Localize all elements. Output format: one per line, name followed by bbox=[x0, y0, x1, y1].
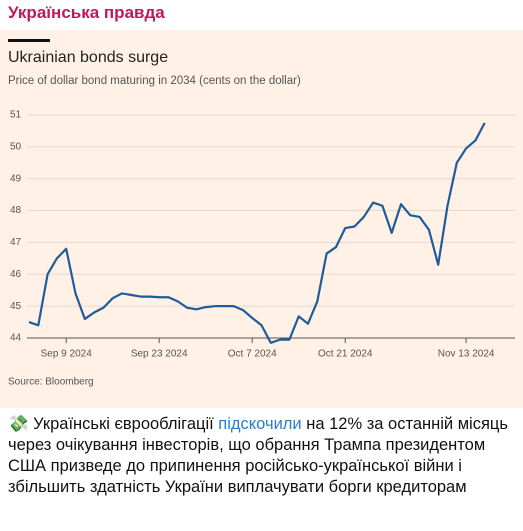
chart-subtitle: Price of dollar bond maturing in 2034 (c… bbox=[8, 75, 301, 87]
source: Source: Bloomberg bbox=[8, 377, 94, 388]
link[interactable]: підскочили bbox=[218, 415, 302, 433]
message-text: 💸 Українські єврооблігації bbox=[8, 415, 219, 433]
x-tick-label: Oct 7 2024 bbox=[228, 349, 277, 360]
chart-title: Ukrainian bonds surge bbox=[8, 49, 168, 66]
y-tick-label: 47 bbox=[10, 237, 22, 248]
y-tick-label: 51 bbox=[10, 110, 22, 121]
chart-background bbox=[0, 30, 523, 408]
x-tick-label: Oct 21 2024 bbox=[318, 349, 373, 360]
y-tick-label: 44 bbox=[10, 333, 22, 344]
x-tick-label: Nov 13 2024 bbox=[438, 349, 495, 360]
x-tick-label: Sep 9 2024 bbox=[41, 349, 93, 360]
x-tick-label: Sep 23 2024 bbox=[131, 349, 188, 360]
y-tick-label: 50 bbox=[10, 141, 22, 152]
y-tick-label: 49 bbox=[10, 173, 22, 184]
message: 💸 Українські єврооблігації підскочили на… bbox=[8, 414, 508, 498]
y-tick-label: 45 bbox=[10, 301, 22, 312]
accent-bar bbox=[8, 39, 50, 42]
data-line bbox=[28, 122, 486, 344]
channel-name[interactable]: Українська правда bbox=[8, 3, 165, 22]
chart: Ukrainian bonds surge Price of dollar bo… bbox=[0, 30, 523, 408]
y-tick-label: 46 bbox=[10, 269, 22, 280]
message-text: на 12% за останній місяць через очікуван… bbox=[8, 415, 508, 496]
y-tick-label: 48 bbox=[10, 205, 22, 216]
